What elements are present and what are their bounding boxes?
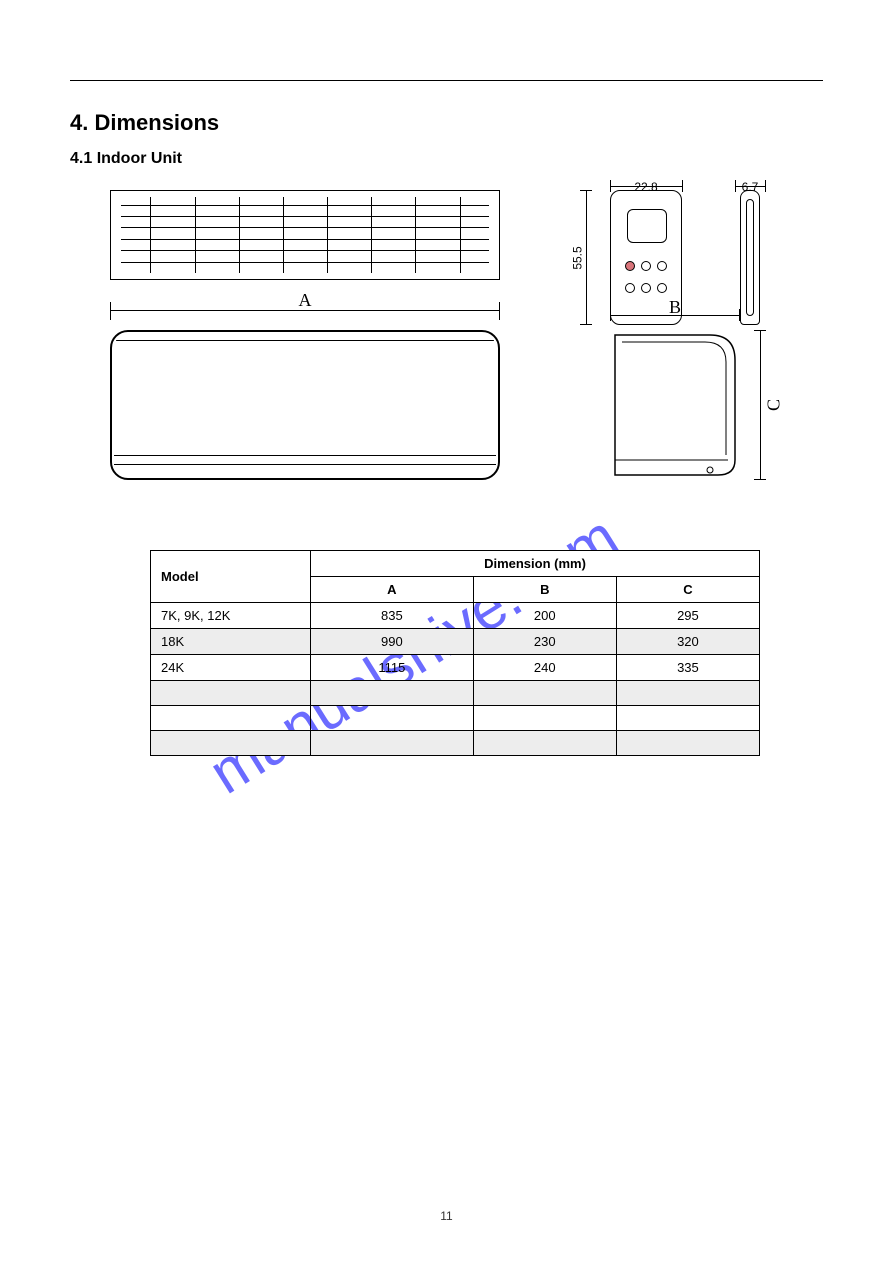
table-cell: 240	[473, 655, 616, 681]
table-col-c: C	[616, 577, 759, 603]
table-header-model: Model	[151, 551, 311, 603]
table-cell	[616, 706, 759, 731]
indoor-unit-top-view	[110, 190, 500, 280]
table-cell	[473, 706, 616, 731]
table-cell: 200	[473, 603, 616, 629]
table-cell	[311, 731, 474, 756]
table-cell: 7K, 9K, 12K	[151, 603, 311, 629]
table-row	[151, 731, 760, 756]
section-subtitle: 4.1 Indoor Unit	[70, 150, 182, 168]
remote-screen-icon	[627, 209, 667, 243]
table-cell	[616, 731, 759, 756]
header-rule	[70, 80, 823, 81]
dimension-remote-height: 55.5	[580, 190, 594, 325]
remote-button-row	[625, 261, 667, 271]
table-cell	[151, 731, 311, 756]
indoor-unit-front-view	[110, 330, 500, 480]
table-row	[151, 681, 760, 706]
remote-button-icon	[657, 283, 667, 293]
technical-drawings: A 22.8 6.7 55.5 B	[80, 190, 820, 530]
table-row: 7K, 9K, 12K835200295	[151, 603, 760, 629]
table-row: 18K990230320	[151, 629, 760, 655]
table-col-b: B	[473, 577, 616, 603]
table-cell	[151, 706, 311, 731]
remote-side-view	[740, 190, 760, 325]
table-header-dimension: Dimension (mm)	[311, 551, 760, 577]
dimension-c: C	[750, 330, 774, 480]
grille	[121, 197, 489, 273]
table-cell: 24K	[151, 655, 311, 681]
dimension-c-label: C	[764, 399, 785, 411]
table-cell: 18K	[151, 629, 311, 655]
table-cell	[311, 681, 474, 706]
table-cell: 230	[473, 629, 616, 655]
page-number: 11	[440, 1209, 452, 1223]
remote-button-icon	[641, 261, 651, 271]
indoor-unit-side-view	[610, 330, 740, 480]
dimension-remote-height-label: 55.5	[571, 246, 585, 269]
table-cell	[473, 731, 616, 756]
remote-button-icon	[641, 283, 651, 293]
table-cell	[311, 706, 474, 731]
table-cell	[616, 681, 759, 706]
table-col-a: A	[311, 577, 474, 603]
table-cell: 320	[616, 629, 759, 655]
table-cell	[151, 681, 311, 706]
table-cell: 335	[616, 655, 759, 681]
dimension-a: A	[110, 300, 500, 322]
table-cell: 1115	[311, 655, 474, 681]
dimension-a-label: A	[299, 290, 312, 311]
table-row	[151, 706, 760, 731]
table-row: 24K1115240335	[151, 655, 760, 681]
remote-button-row	[625, 283, 667, 293]
section-title: 4. Dimensions	[70, 110, 219, 136]
remote-power-icon	[625, 261, 635, 271]
table-cell: 835	[311, 603, 474, 629]
table-header-row: Model Dimension (mm)	[151, 551, 760, 577]
remote-button-icon	[657, 261, 667, 271]
remote-button-icon	[625, 283, 635, 293]
dimensions-table: Model Dimension (mm) A B C 7K, 9K, 12K83…	[150, 550, 760, 756]
dimension-b-label: B	[669, 297, 681, 318]
table-cell	[473, 681, 616, 706]
table-cell: 295	[616, 603, 759, 629]
table-cell: 990	[311, 629, 474, 655]
